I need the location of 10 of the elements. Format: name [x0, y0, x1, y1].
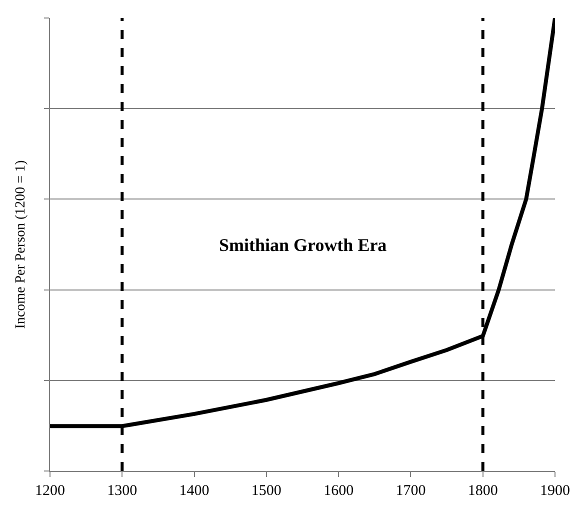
x-tick-label: 1800	[468, 483, 498, 499]
x-tick-label: 1400	[179, 483, 210, 499]
y-axis-title: Income Per Person (1200 = 1)	[14, 160, 29, 329]
x-tick-label: 1500	[251, 483, 282, 499]
x-tick-label: 1600	[324, 483, 354, 499]
x-tick-label: 1300	[107, 483, 138, 499]
x-tick-label: 1200	[35, 483, 65, 499]
x-tick-label: 1900	[540, 483, 570, 499]
x-tick-label: 1700	[396, 483, 426, 499]
annotation: Smithian Growth Era	[219, 235, 387, 255]
